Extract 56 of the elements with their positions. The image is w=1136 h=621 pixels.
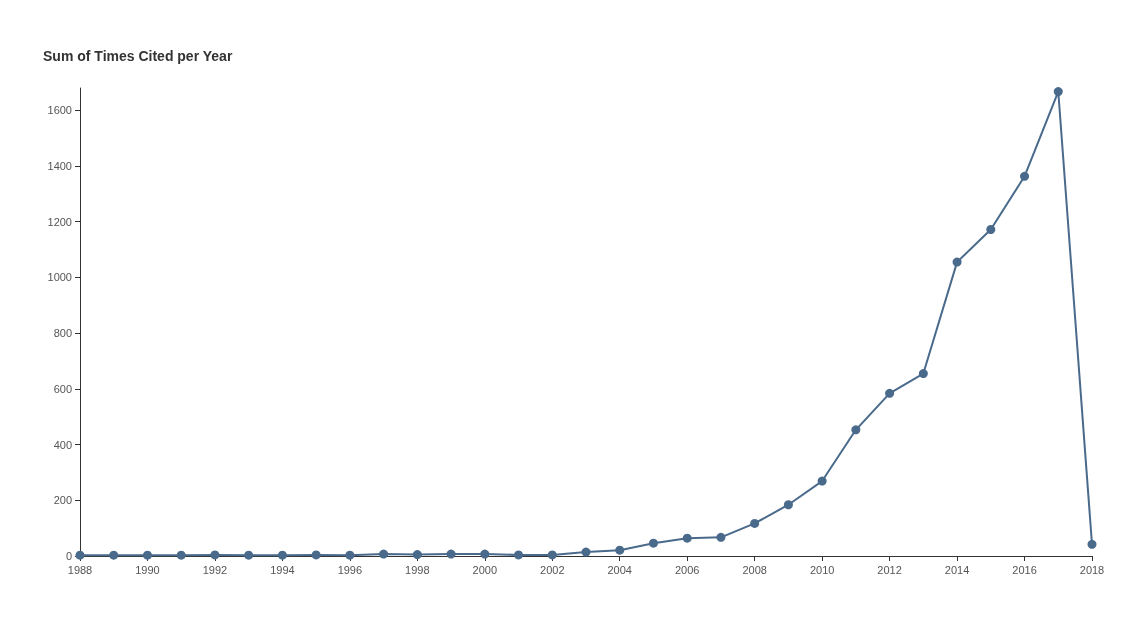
x-tick-label: 2000 <box>472 563 498 576</box>
point <box>986 225 996 235</box>
point <box>716 532 726 542</box>
point <box>109 550 119 560</box>
y-tick-label: 1600 <box>47 104 72 117</box>
point <box>1020 171 1030 181</box>
y-tick-label: 1000 <box>47 271 72 284</box>
x-tick-label: 2004 <box>607 563 632 576</box>
y-tick-label: 0 <box>65 550 72 562</box>
point <box>311 550 321 560</box>
point <box>817 476 827 486</box>
x-tick-label: 2012 <box>877 563 902 576</box>
point <box>412 550 422 560</box>
point <box>615 545 625 555</box>
point <box>345 550 355 560</box>
point <box>918 369 928 379</box>
point <box>851 425 861 435</box>
y-tick-label: 1200 <box>47 215 72 228</box>
x-tick-label: 2006 <box>674 563 700 576</box>
point <box>277 550 287 560</box>
x-tick-label: 2016 <box>1012 563 1037 576</box>
point <box>244 550 254 560</box>
y-tick-label: 400 <box>53 438 72 451</box>
chart-title: Sum of Times Cited per Year <box>43 48 233 64</box>
point <box>648 538 658 548</box>
point <box>952 257 962 267</box>
point <box>176 550 186 560</box>
point <box>1053 87 1063 97</box>
y-tick-label: 200 <box>53 494 72 507</box>
x-tick-label: 1988 <box>67 563 93 576</box>
point <box>514 550 524 560</box>
point <box>783 500 793 510</box>
point <box>1087 539 1097 549</box>
x-tick-label: 1996 <box>337 563 363 576</box>
x-tick-label: 2014 <box>944 563 970 576</box>
x-tick-label: 2008 <box>742 563 767 576</box>
y-tick-label: 800 <box>53 327 72 340</box>
x-tick-label: 1990 <box>135 563 160 576</box>
point <box>379 549 389 559</box>
x-tick-label: 1998 <box>405 563 430 576</box>
x-tick-label: 2018 <box>1079 563 1105 576</box>
x-tick-label: 1994 <box>270 563 295 576</box>
point <box>750 518 760 528</box>
point <box>142 550 152 560</box>
point <box>682 533 692 543</box>
y-tick-label: 600 <box>53 382 72 395</box>
point <box>581 547 591 557</box>
x-tick-label: 1992 <box>202 563 228 576</box>
point <box>885 388 895 398</box>
x-tick-label: 2002 <box>540 563 565 576</box>
point <box>210 550 220 560</box>
y-tick-label: 1400 <box>47 160 72 172</box>
point <box>547 550 557 560</box>
point <box>480 549 490 559</box>
x-tick-label: 2010 <box>809 563 835 576</box>
point <box>446 549 456 559</box>
